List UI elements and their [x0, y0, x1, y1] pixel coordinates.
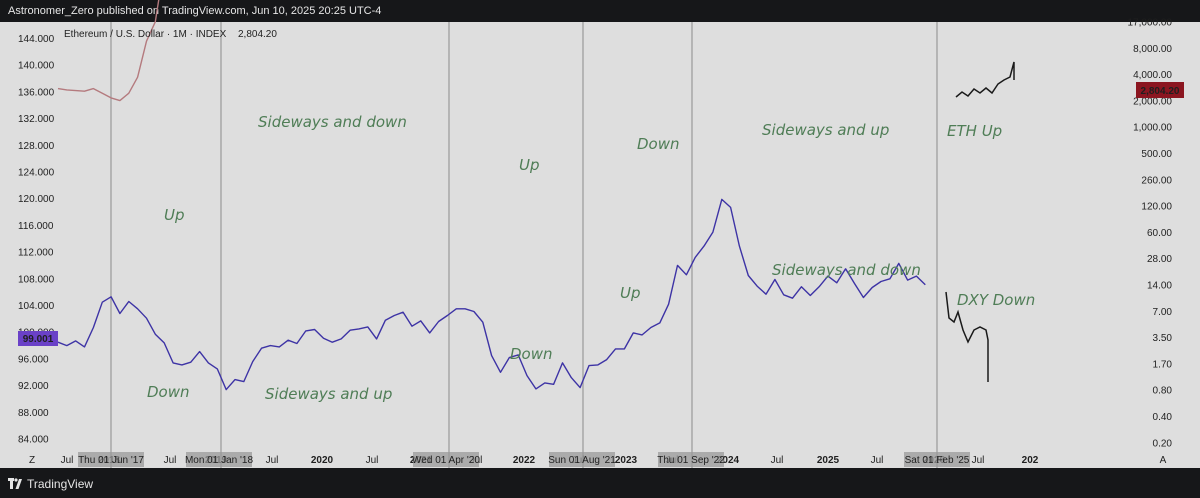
x-axis-tick-label: Jul: [771, 455, 784, 466]
chart-panel[interactable]: [0, 22, 1176, 468]
right-axis-tick-label: 4,000.00: [1133, 70, 1172, 81]
left-axis-tick-label: 104.000: [18, 301, 55, 312]
x-axis-tick-label: Jul: [871, 455, 884, 466]
x-axis-tick-label: Jul: [366, 455, 379, 466]
crosshair-date-label: Thu 01 Jun '17: [78, 455, 144, 466]
left-axis-tick-label: 116.000: [18, 221, 54, 232]
x-axis-scroll-right[interactable]: A: [1160, 455, 1167, 466]
right-axis-tick-label: 28.00: [1147, 254, 1172, 265]
left-axis-tick-label: 108.000: [18, 274, 55, 285]
crosshair-date-badge: [413, 452, 479, 467]
left-axis-tick-label: 92.000: [18, 381, 49, 392]
eth-price-line: [57, 0, 160, 102]
crosshair-date-badge: [549, 452, 615, 467]
right-axis-tick-label: 500.00: [1141, 149, 1172, 160]
eth-projection-sketch: [955, 61, 1015, 98]
left-axis-tick-label: 140.000: [18, 61, 55, 72]
x-axis-tick-label: Jul: [972, 455, 985, 466]
trend-annotation: Up: [519, 156, 540, 174]
x-axis-tick-label: 202: [1022, 455, 1039, 466]
crosshair-date-label: Sat 01 Feb '25: [905, 455, 970, 466]
right-axis-tick-label: 8,000.00: [1133, 44, 1172, 55]
left-axis-tick-label: 120.000: [18, 194, 55, 205]
crosshair-date-label: Mon 01 Jan '18: [185, 455, 254, 466]
left-axis-tick-label: 144.000: [18, 34, 55, 45]
left-axis-tick-label: 124.000: [18, 168, 55, 179]
dxy-price-badge: [18, 331, 58, 346]
eth-price-badge: [1136, 82, 1184, 98]
eth-price-badge-label: 2,804.20: [1141, 86, 1180, 97]
trend-annotation: Sideways and down: [258, 113, 407, 131]
chart-svg[interactable]: 144.000 140.000 136.000 132.000 128.000 124.0…: [0, 0, 1200, 470]
legend-symbol: Ethereum / U.S. Dollar · 1M · INDEX: [64, 29, 227, 40]
dxy-index-line: [57, 198, 926, 391]
legend-value: 2,804.20: [238, 29, 277, 40]
left-axis-tick-label: 84.000: [18, 435, 49, 446]
right-axis-tick-label: 7.00: [1153, 307, 1173, 318]
x-axis-scroll-left[interactable]: Z: [29, 455, 35, 466]
trend-annotation: Down: [510, 345, 553, 363]
trend-annotation: Up: [164, 206, 185, 224]
crosshair-date-badge: [78, 452, 144, 467]
trend-annotation: Down: [637, 135, 680, 153]
dxy-price-badge-label: 99.001: [23, 334, 54, 345]
right-axis-tick-label: 0.40: [1153, 412, 1173, 423]
dxy-projection-sketch: [945, 291, 989, 382]
x-axis-tick-label: Jul: [164, 455, 177, 466]
x-axis-tick-label: 2025: [817, 455, 840, 466]
x-axis-tick-label: 2024: [717, 455, 740, 466]
left-axis-tick-label: 132.000: [18, 114, 55, 125]
right-axis-tick-label: 2,000.00: [1133, 96, 1172, 107]
right-axis-tick-label: 1,000.00: [1133, 123, 1172, 134]
trend-annotation: Sideways and up: [265, 385, 392, 403]
left-axis-tick-label: 96.000: [18, 354, 49, 365]
x-axis-tick-label: Jul: [61, 455, 74, 466]
trend-annotation: Sideways and down: [772, 261, 921, 279]
trend-annotation: DXY Down: [957, 291, 1035, 309]
right-axis-tick-label: 0.20: [1153, 438, 1173, 449]
publisher-byline: Astronomer_Zero published on TradingView…: [8, 5, 382, 17]
right-axis-tick-label: 0.80: [1153, 386, 1173, 397]
tradingview-logo-icon: [8, 478, 22, 489]
crosshair-date-badge: [904, 452, 970, 467]
trend-annotation: ETH Up: [947, 122, 1002, 140]
x-axis-tick-label: 2020: [311, 455, 334, 466]
x-axis-tick-label: 2022: [513, 455, 536, 466]
brand-name: TradingView: [27, 477, 94, 491]
right-axis-tick-label: 17,000.00: [1128, 18, 1173, 29]
footer-bar: TradingView: [0, 470, 1200, 498]
right-axis-tick-label: 14.00: [1147, 281, 1172, 292]
crosshair-date-badge: [186, 452, 252, 467]
trend-annotation: Sideways and up: [762, 121, 889, 139]
crosshair-date-label: Wed 01 Apr '20: [412, 455, 480, 466]
left-axis-tick-label: 136.000: [18, 87, 55, 98]
crosshair-date-label: Sun 01 Aug '21: [548, 455, 616, 466]
right-axis-tick-label: 3.50: [1153, 333, 1173, 344]
right-axis-tick-label: 120.00: [1141, 202, 1172, 213]
trend-annotation: Down: [147, 383, 190, 401]
x-axis-tick-label: 2023: [615, 455, 638, 466]
x-axis-tick-label: Jul: [266, 455, 279, 466]
crosshair-date-label: Thu 01 Sep '22: [657, 455, 725, 466]
right-axis-tick-label: 1.70: [1153, 359, 1173, 370]
left-axis-tick-label: 88.000: [18, 408, 49, 419]
crosshair-date-badge: [658, 452, 724, 467]
left-axis-tick-label: 128.000: [18, 141, 55, 152]
right-axis-tick-label: 60.00: [1147, 228, 1172, 239]
trend-annotation: Up: [620, 284, 641, 302]
right-axis-tick-label: 260.00: [1141, 175, 1172, 186]
left-axis-tick-label: 112.000: [18, 248, 54, 259]
